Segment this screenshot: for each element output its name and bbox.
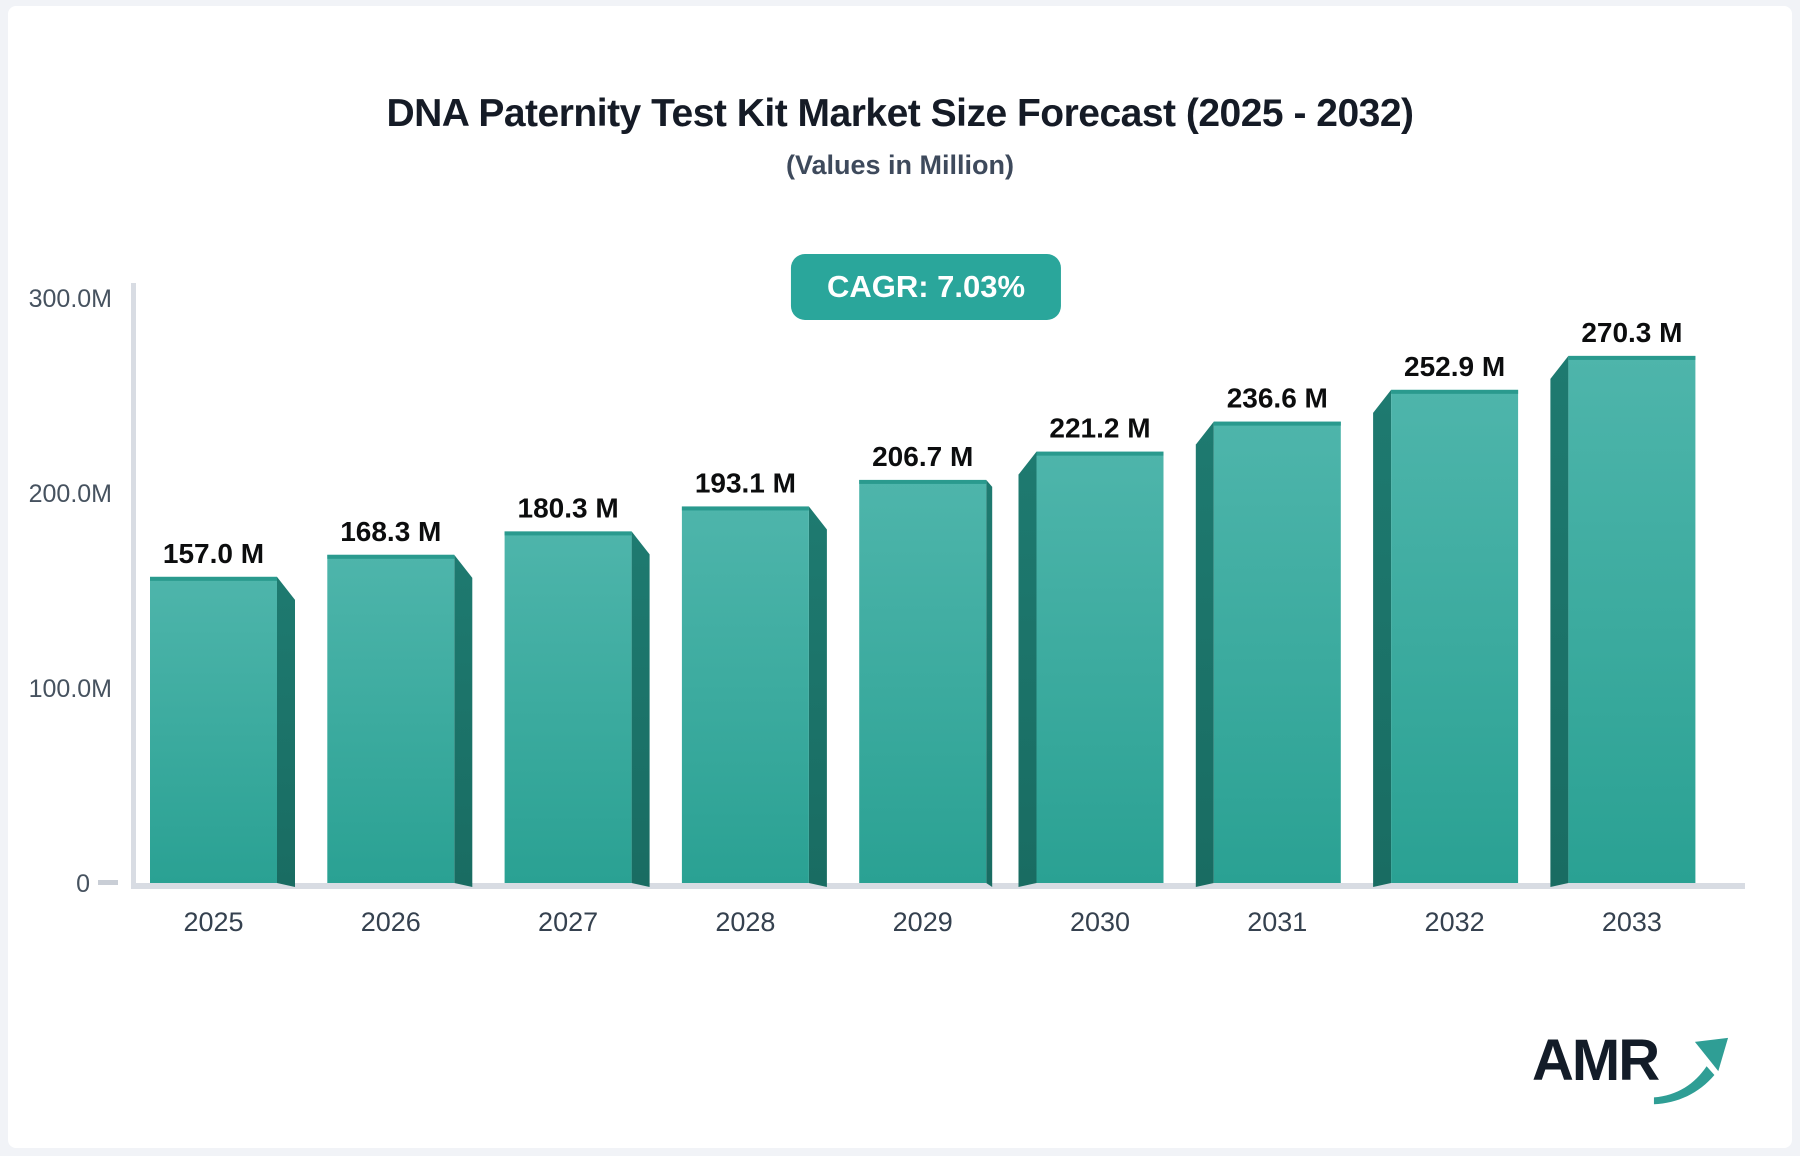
brand-logo-text: AMR bbox=[1532, 1028, 1660, 1093]
growth-arrow-icon bbox=[1654, 1037, 1729, 1105]
cagr-badge: CAGR: 7.03% bbox=[790, 254, 1062, 320]
brand-logo: AMR bbox=[1532, 1032, 1730, 1114]
chart-title: DNA Paternity Test Kit Market Size Forec… bbox=[386, 92, 1414, 135]
chart-subtitle: (Values in Million) bbox=[785, 150, 1015, 180]
